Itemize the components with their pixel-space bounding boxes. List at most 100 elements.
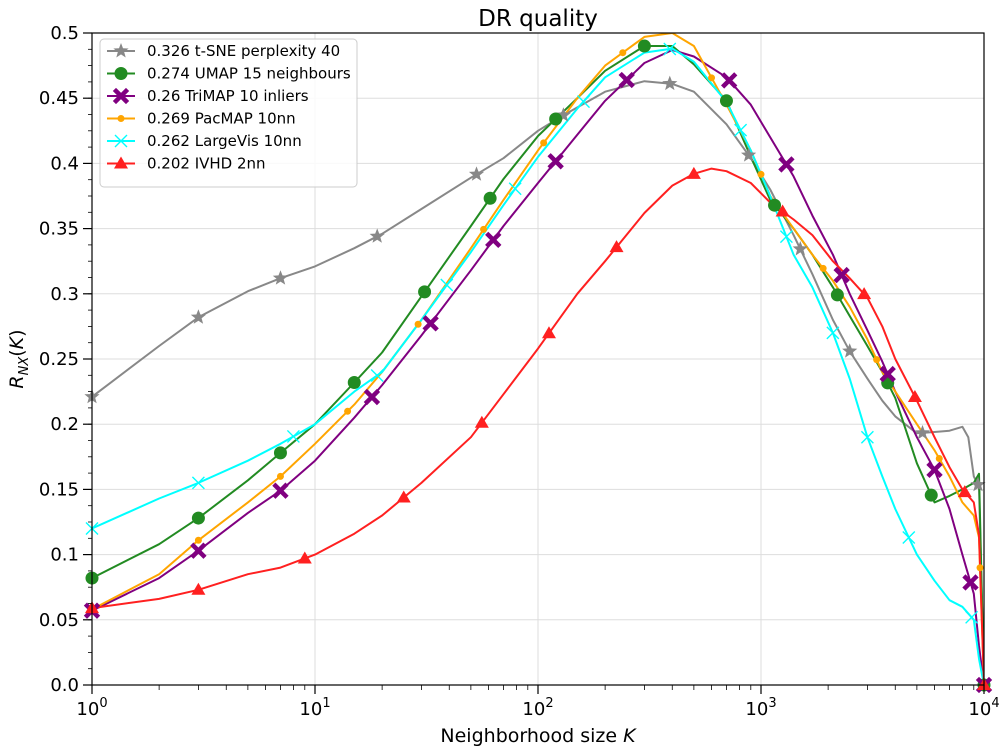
legend: 0.326 t-SNE perplexity 40 0.274 UMAP 15 n…	[99, 38, 358, 188]
marker-triangle	[609, 240, 624, 253]
series-line	[92, 47, 984, 685]
grid	[92, 33, 984, 685]
y-tick-label: 0.45	[39, 88, 79, 109]
marker-circle	[273, 446, 287, 460]
marker-x	[272, 482, 289, 499]
marker-star	[555, 107, 571, 122]
legend-label: 0.262 LargeVis 10nn	[147, 132, 302, 150]
marker-x-thin	[826, 326, 840, 340]
marker-circle	[191, 511, 205, 525]
marker-star	[272, 270, 289, 285]
marker-x-thin	[734, 123, 748, 137]
marker-x-thin	[663, 42, 677, 56]
marker-x	[926, 461, 943, 479]
marker-dot	[480, 225, 488, 233]
marker-circle	[549, 112, 563, 126]
marker-dot	[708, 74, 716, 82]
x-tick-label: 102	[522, 696, 553, 720]
marker-dot	[540, 139, 548, 147]
marker-dot	[819, 264, 827, 272]
marker-x	[112, 87, 130, 105]
marker-circle	[719, 94, 733, 108]
marker-triangle	[541, 326, 556, 339]
marker-circle	[418, 285, 432, 299]
marker-x-thin	[965, 610, 979, 624]
y-tick-label: 0.4	[50, 153, 79, 174]
x-tick-label: 103	[745, 696, 776, 720]
x-tick-label: 101	[299, 696, 330, 720]
marker-triangle	[114, 156, 128, 169]
axes: 0.0 0.05 0.1 0.15 0.2 0.25 0.3 0.35 0.4 0.45 0.5 10…	[39, 23, 1000, 720]
y-tick-label: 0.25	[39, 349, 79, 370]
marker-dot	[873, 356, 881, 364]
marker-dot	[194, 536, 202, 544]
y-tick-label: 0.05	[39, 610, 79, 631]
marker-x-thin	[902, 531, 916, 545]
marker-star	[914, 424, 931, 440]
x-tick-label: 104	[968, 696, 999, 720]
y-tick-label: 0.35	[39, 219, 79, 240]
marker-x-thin	[440, 278, 454, 292]
marker-x	[190, 542, 207, 559]
y-axis-title: RNX(K)	[6, 329, 32, 388]
marker-circle	[483, 191, 497, 205]
marker-x-thin	[779, 230, 793, 244]
series-line	[92, 80, 984, 685]
legend-label: 0.26 TriMAP 10 inliers	[147, 87, 309, 105]
marker-dot	[414, 320, 422, 328]
chart-title: DR quality	[478, 6, 598, 32]
y-tick-label: 0.15	[39, 479, 79, 500]
marker-star	[113, 43, 129, 58]
marker-x	[778, 156, 795, 173]
marker-dot	[276, 472, 284, 480]
x-axis-title: Neighborhood size K	[440, 725, 637, 747]
legend-frame	[99, 38, 358, 188]
series-layer	[92, 33, 984, 685]
y-tick-label: 0.1	[50, 545, 79, 566]
marker-dot	[117, 115, 125, 122]
marker-x	[721, 72, 738, 89]
marker-triangle	[474, 415, 489, 428]
marker-star	[741, 147, 757, 162]
marker-triangle	[191, 582, 206, 595]
marker-triangle	[857, 287, 872, 300]
marker-x	[833, 266, 850, 284]
marker-triangle	[396, 490, 411, 503]
marker-triangle	[297, 551, 312, 564]
marker-x-thin	[508, 182, 522, 196]
legend-label: 0.274 UMAP 15 neighbours	[147, 65, 351, 83]
marker-triangle	[907, 389, 922, 402]
marker-x	[962, 574, 979, 591]
y-tick-label: 0.5	[50, 23, 79, 44]
marker-star	[792, 241, 808, 256]
x-tick-label: 100	[76, 696, 107, 720]
marker-circle	[114, 67, 128, 80]
marker-circle	[924, 488, 938, 502]
marker-x	[485, 231, 502, 249]
marker-circle	[347, 375, 361, 389]
y-tick-label: 0.2	[50, 414, 79, 435]
marker-star	[369, 228, 385, 243]
marker-circle	[830, 288, 844, 302]
marker-dot	[935, 455, 943, 463]
marker-x	[618, 71, 635, 89]
marker-layer	[83, 39, 993, 694]
marker-x-thin	[114, 134, 128, 148]
marker-x-thin	[370, 369, 384, 383]
marker-x	[879, 365, 896, 383]
legend-label: 0.269 PacMAP 10nn	[147, 110, 296, 128]
marker-triangle	[686, 166, 701, 179]
marker-circle	[637, 39, 651, 53]
marker-dot	[344, 407, 352, 415]
marker-star	[468, 166, 485, 181]
marker-dot	[757, 170, 765, 178]
marker-triangle	[957, 485, 972, 498]
y-tick-label: 0.0	[50, 675, 79, 696]
series-line	[92, 167, 984, 685]
legend-label: 0.326 t-SNE perplexity 40	[147, 42, 340, 60]
marker-x	[363, 388, 381, 406]
marker-star	[970, 476, 986, 492]
marker-x-thin	[191, 476, 205, 490]
marker-x-thin	[286, 429, 300, 443]
